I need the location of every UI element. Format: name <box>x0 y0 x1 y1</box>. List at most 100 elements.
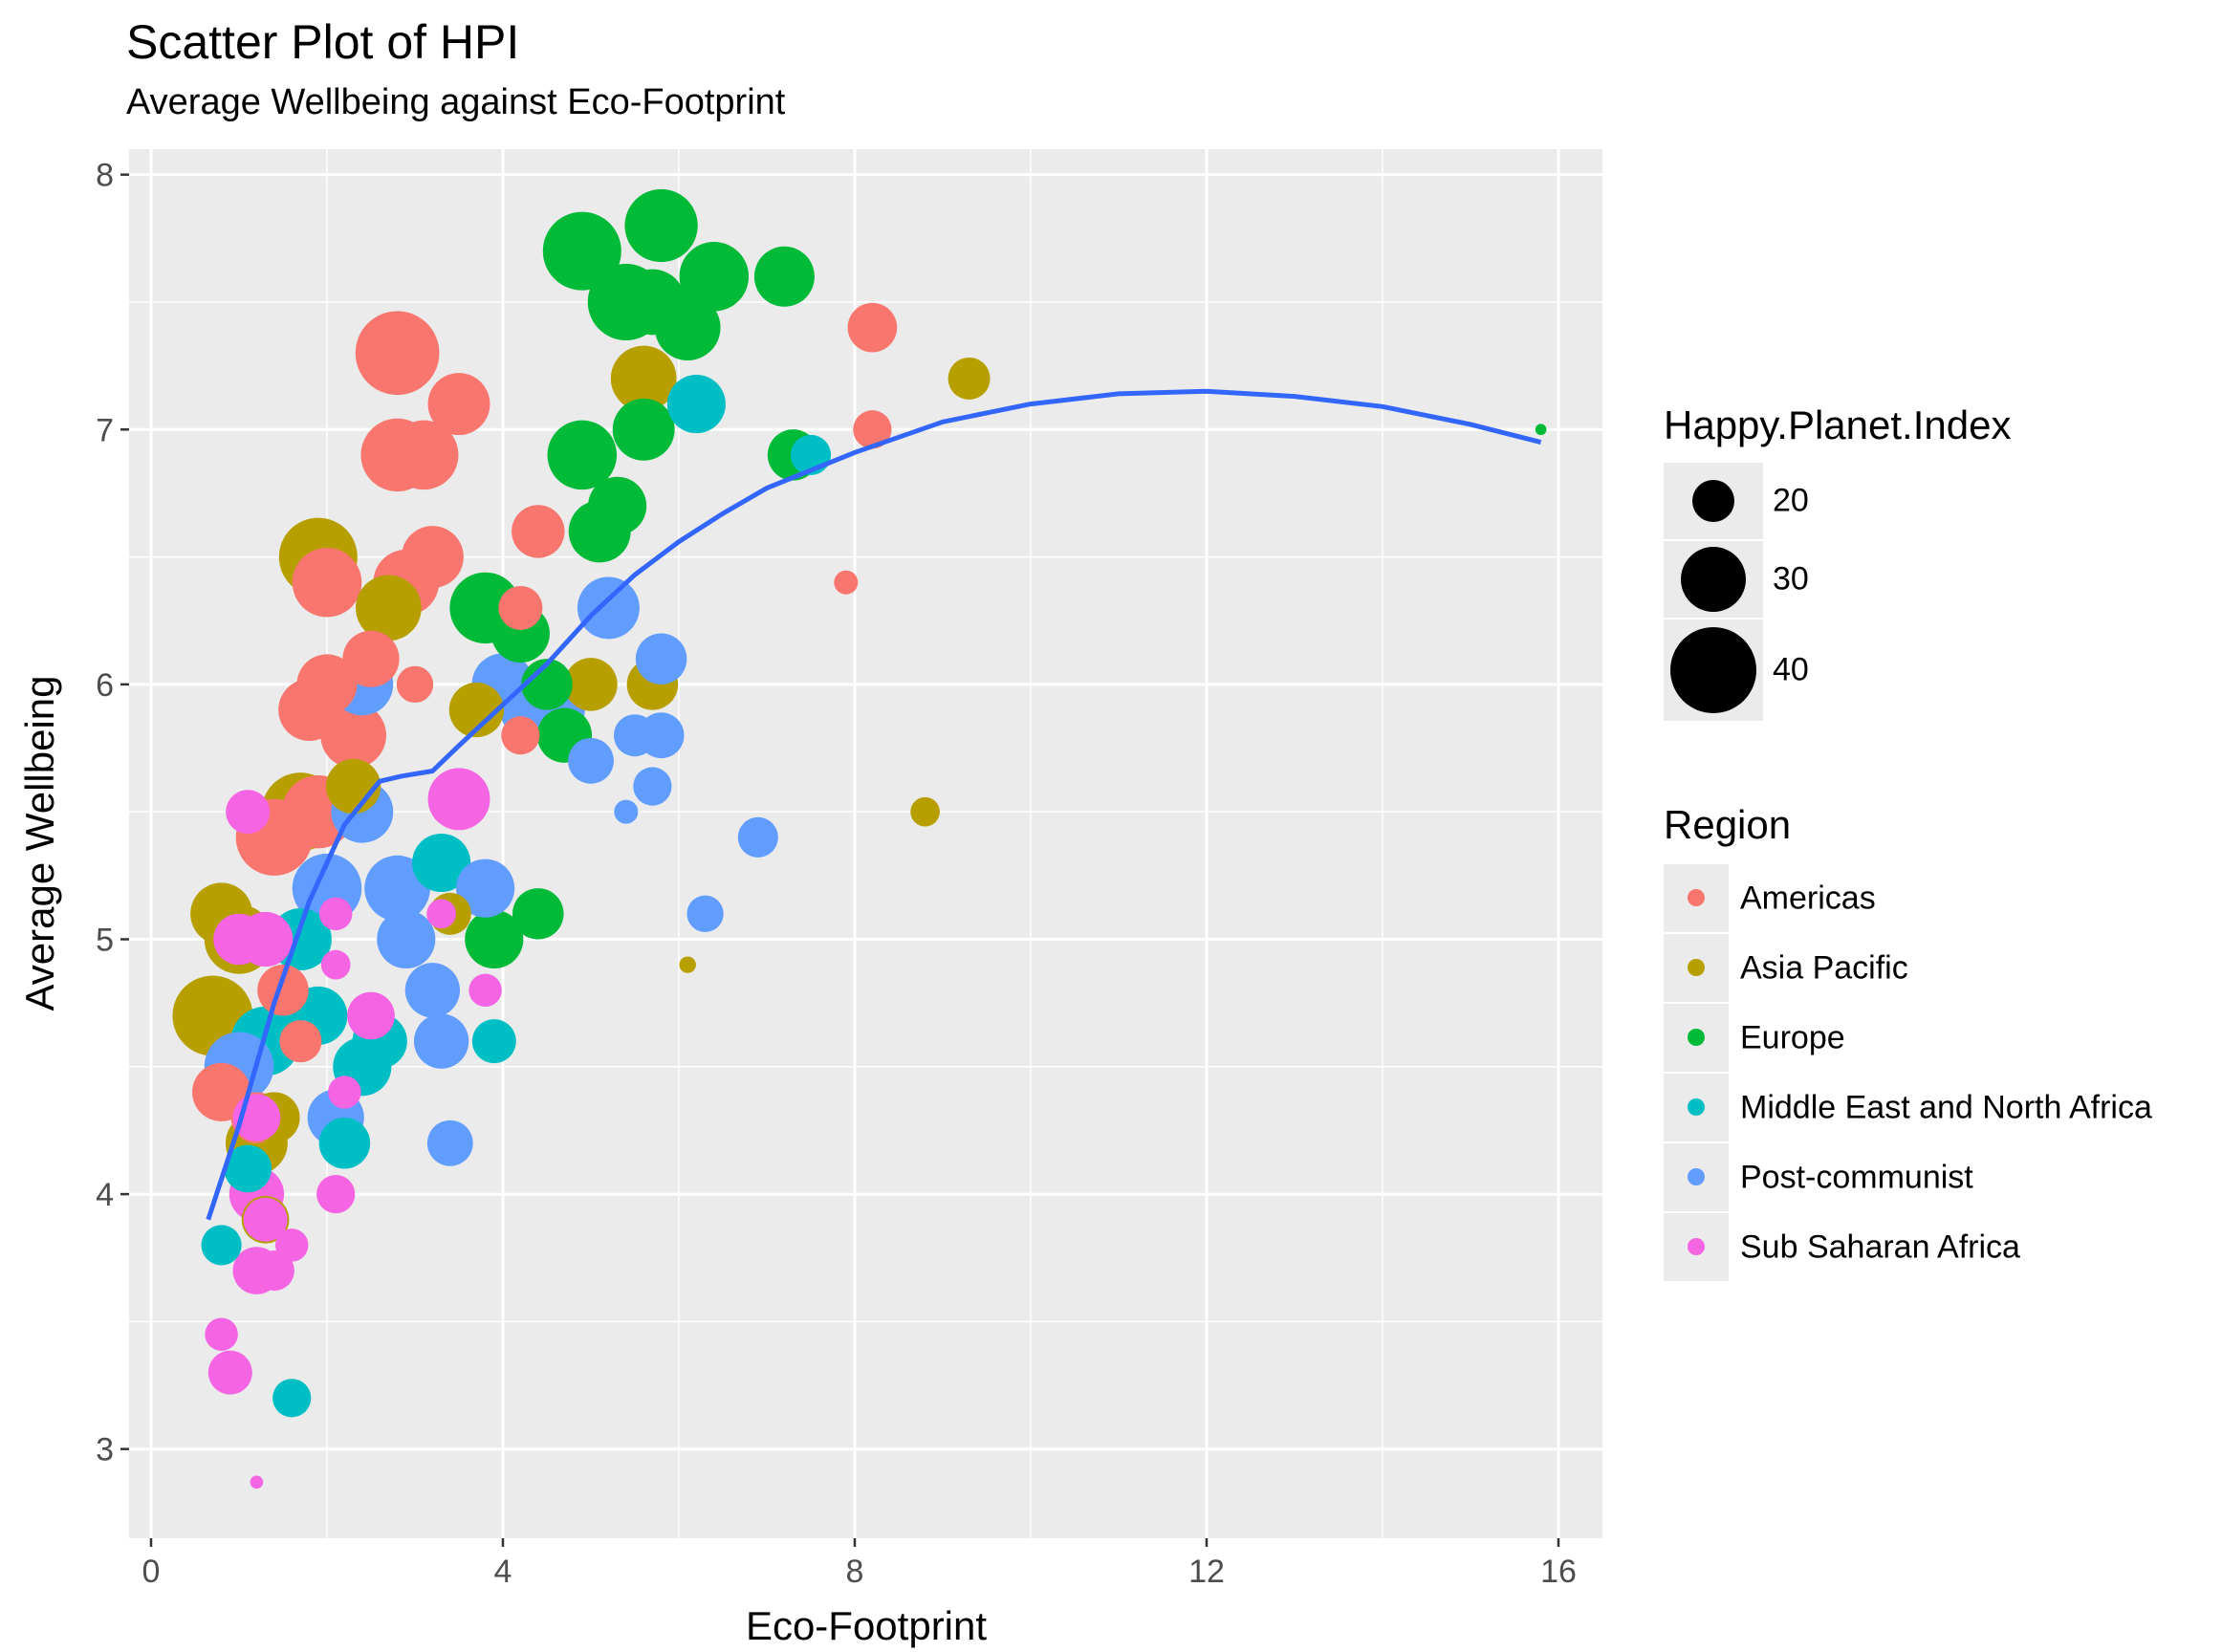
data-point <box>614 799 639 824</box>
data-point <box>512 888 564 940</box>
data-point <box>207 1350 252 1395</box>
region-legend-label: Middle East and North Africa <box>1740 1089 2152 1125</box>
data-point <box>272 1379 312 1418</box>
data-point <box>512 505 565 558</box>
region-legend-label: Sub Saharan Africa <box>1740 1228 2020 1265</box>
chart-subtitle: Average Wellbeing against Eco-Footprint <box>126 82 786 122</box>
data-point <box>853 410 892 449</box>
trend-line-group <box>206 388 1542 1221</box>
region-legend-dot <box>1688 959 1705 976</box>
region-legend: Region Americas Asia Pacific Europe Midd… <box>1664 801 2152 1283</box>
y-tick-label: 8 <box>96 158 114 194</box>
data-point <box>250 1475 264 1489</box>
size-legend-key-20: 20 <box>1664 463 1809 541</box>
chart-title: Scatter Plot of HPI <box>126 15 520 69</box>
data-point <box>568 737 614 784</box>
size-legend-label: 40 <box>1773 651 1809 688</box>
data-point <box>377 909 436 969</box>
data-point <box>201 1225 242 1266</box>
data-point <box>412 833 471 893</box>
data-point <box>401 526 464 589</box>
region-legend-item-sub-saharan-africa: Sub Saharan Africa <box>1664 1213 2020 1283</box>
data-point <box>253 1250 294 1292</box>
size-legend-dot <box>1670 627 1756 713</box>
size-legend-dot <box>1681 547 1746 612</box>
data-point <box>948 357 991 400</box>
data-point <box>396 665 434 704</box>
region-legend-item-europe: Europe <box>1664 1004 1845 1074</box>
data-point <box>388 420 459 490</box>
region-legend-dot <box>1688 1098 1705 1116</box>
region-legend-item-post-communist: Post-communist <box>1664 1143 1973 1213</box>
region-legend-label: Post-communist <box>1740 1159 1973 1195</box>
data-point <box>325 758 381 815</box>
data-point <box>448 682 505 738</box>
data-point <box>501 716 540 755</box>
x-tick-label: 0 <box>142 1554 161 1590</box>
x-tick-label: 12 <box>1188 1554 1225 1590</box>
x-axis-title: Eco-Footprint <box>746 1603 987 1648</box>
region-legend-item-middle-east: Middle East and North Africa <box>1664 1074 2152 1143</box>
data-point <box>679 956 696 973</box>
data-point <box>347 991 395 1040</box>
data-point <box>427 373 490 436</box>
region-legend-dot <box>1688 1029 1705 1046</box>
data-point <box>542 211 621 291</box>
size-legend-dot <box>1692 480 1734 522</box>
data-point <box>834 570 859 595</box>
size-legend-key-40: 40 <box>1664 620 1809 723</box>
plot-panel <box>129 149 1602 1538</box>
data-point <box>279 1020 322 1063</box>
size-legend: Happy.Planet.Index 20 30 40 <box>1664 402 2011 723</box>
size-legend-title: Happy.Planet.Index <box>1664 402 2012 447</box>
data-point <box>610 345 677 412</box>
data-point <box>355 311 440 396</box>
data-point <box>296 654 358 715</box>
data-point <box>342 630 400 687</box>
data-point <box>226 790 271 835</box>
data-point <box>910 796 940 827</box>
data-point <box>224 1144 272 1193</box>
data-point <box>205 1317 238 1351</box>
axes: 0 4 8 12 16 3 4 5 6 7 8 <box>96 158 1577 1590</box>
data-point <box>318 897 353 931</box>
data-point <box>588 476 647 535</box>
data-point <box>426 899 456 929</box>
data-point <box>1535 424 1547 436</box>
data-point <box>318 1118 371 1169</box>
y-tick-label: 4 <box>96 1177 114 1213</box>
data-point <box>737 816 778 858</box>
data-point <box>356 575 422 641</box>
trend-line <box>206 388 1542 1221</box>
data-point <box>564 658 618 711</box>
data-point <box>847 302 898 353</box>
data-point <box>654 294 721 360</box>
y-tick-label: 6 <box>96 667 114 704</box>
data-point <box>577 576 640 640</box>
data-point <box>316 1174 356 1214</box>
region-legend-dot <box>1688 1238 1705 1255</box>
data-point <box>498 585 543 630</box>
region-legend-label: Americas <box>1740 880 1876 916</box>
region-legend-label: Europe <box>1740 1019 1845 1055</box>
data-point <box>633 767 672 806</box>
data-point <box>471 1019 516 1064</box>
size-legend-label: 20 <box>1773 482 1809 519</box>
data-points <box>172 188 1547 1489</box>
data-point <box>547 420 618 490</box>
y-tick-label: 7 <box>96 412 114 448</box>
data-point <box>243 1197 288 1242</box>
data-point <box>426 1119 473 1166</box>
x-tick-label: 4 <box>494 1554 512 1590</box>
data-point <box>614 714 656 757</box>
data-point <box>521 659 573 710</box>
size-legend-key-30: 30 <box>1664 541 1809 620</box>
data-point <box>427 768 490 831</box>
x-tick-label: 16 <box>1540 1554 1577 1590</box>
data-point <box>274 1228 309 1262</box>
y-tick-label: 3 <box>96 1432 114 1468</box>
data-point <box>679 242 750 312</box>
size-legend-label: 30 <box>1773 560 1809 598</box>
data-point <box>624 188 698 263</box>
